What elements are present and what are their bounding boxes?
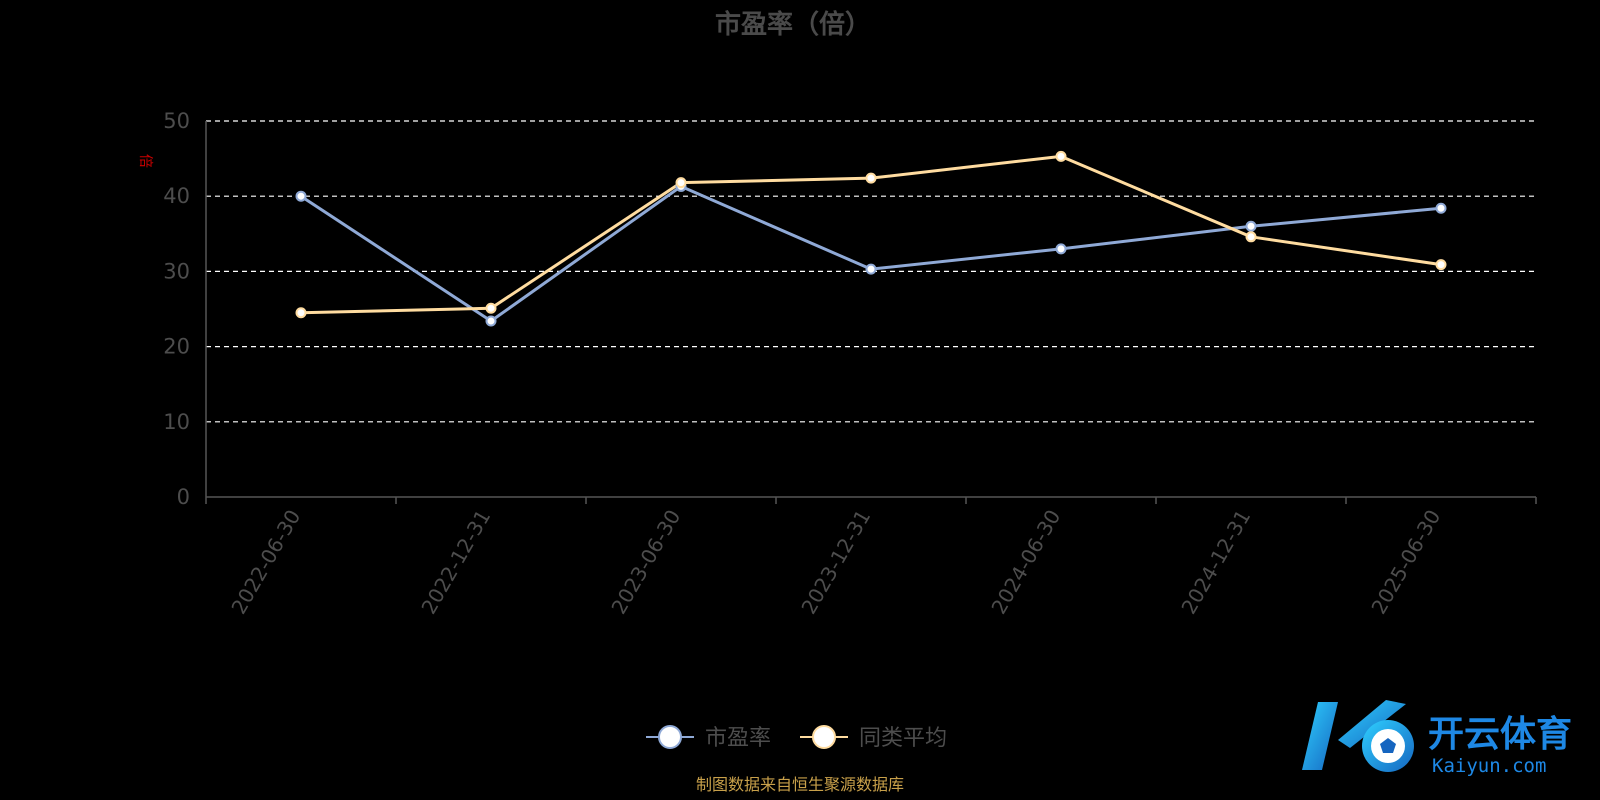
y-tick-label: 30 xyxy=(163,259,190,283)
axes xyxy=(205,121,1537,504)
grid-lines xyxy=(206,120,1536,423)
logo-k-stem xyxy=(1302,702,1338,770)
logo-k-arm xyxy=(1338,700,1406,748)
legend-marker-pe xyxy=(658,725,682,749)
x-tick-label: 2024-06-30 xyxy=(986,506,1065,619)
series-group xyxy=(295,150,1447,327)
data-source-note: 制图数据来自恒生聚源数据库 xyxy=(696,775,904,794)
series-1-point[interactable] xyxy=(485,302,497,314)
x-tick-label: 2022-12-31 xyxy=(416,506,495,619)
x-tick-labels: 2022-06-30 2022-12-31 2023-06-30 2023-12-31… xyxy=(226,506,1445,619)
y-tick-label: 0 xyxy=(177,485,190,509)
series-1-point[interactable] xyxy=(1435,259,1447,271)
series-0-point[interactable] xyxy=(295,190,307,202)
legend-marker-peer-average xyxy=(812,725,836,749)
series-1-point[interactable] xyxy=(1055,150,1067,162)
legend[interactable]: 市盈率 同类平均 xyxy=(646,725,947,751)
chart-title: 市盈率（倍） xyxy=(715,9,871,40)
series-1-point[interactable] xyxy=(1245,231,1257,243)
logo-ball-pentagon xyxy=(1380,738,1396,753)
legend-label-pe: 市盈率 xyxy=(705,726,771,751)
kaiyun-logo: 开云体育 Kaiyun.com xyxy=(1302,700,1572,777)
series-0-point[interactable] xyxy=(485,315,497,327)
series-1-point[interactable] xyxy=(295,307,307,319)
legend-item-peer-average[interactable]: 同类平均 xyxy=(800,725,947,751)
x-tick-label: 2025-06-30 xyxy=(1366,506,1445,619)
legend-item-pe[interactable]: 市盈率 xyxy=(646,725,771,751)
logo-text-cn: 开云体育 xyxy=(1428,714,1572,755)
series-1-point[interactable] xyxy=(675,177,687,189)
series-0-point[interactable] xyxy=(865,263,877,275)
y-tick-label: 20 xyxy=(163,335,190,359)
y-tick-label: 10 xyxy=(163,410,190,434)
y-tick-label: 50 xyxy=(163,109,190,133)
series-0-point[interactable] xyxy=(1435,202,1447,214)
logo-text-en: Kaiyun.com xyxy=(1432,755,1546,777)
series-1-point[interactable] xyxy=(865,172,877,184)
y-tick-label: 40 xyxy=(163,184,190,208)
series-0-point[interactable] xyxy=(1245,220,1257,232)
series-0-point[interactable] xyxy=(1055,243,1067,255)
legend-label-peer-average: 同类平均 xyxy=(859,726,947,751)
y-tick-labels: 0 10 20 30 40 50 xyxy=(163,109,190,509)
series-line-0 xyxy=(300,184,1442,323)
x-tick-label: 2023-06-30 xyxy=(606,506,685,619)
y-axis-unit: 倍 xyxy=(137,154,153,168)
x-tick-label: 2024-12-31 xyxy=(1176,506,1255,619)
x-tick-label: 2022-06-30 xyxy=(226,506,305,619)
x-tick-label: 2023-12-31 xyxy=(796,506,875,619)
